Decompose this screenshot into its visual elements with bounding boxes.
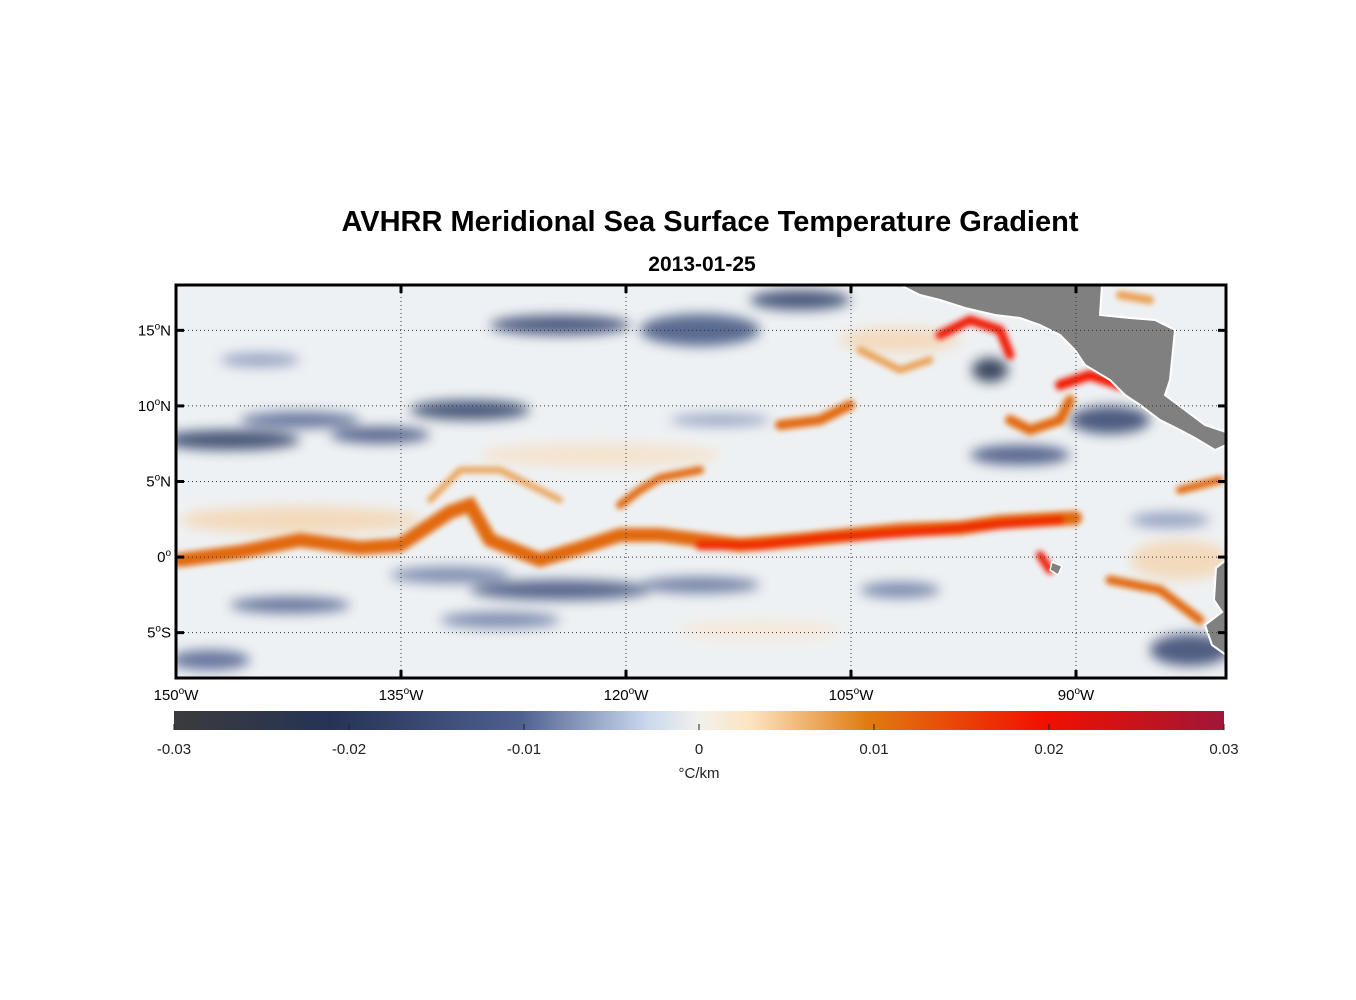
colorbar-tick-label: 0.02 [1034, 741, 1063, 758]
colorbar-tick-label: -0.01 [507, 741, 541, 758]
lon-tick-label: 150oW [154, 686, 200, 704]
chart-subtitle: 2013-01-25 [648, 253, 756, 276]
lat-tick-label: 10oN [138, 397, 171, 415]
colorbar-tick-label: -0.02 [332, 741, 366, 758]
colorbar-tick-label: 0 [695, 741, 703, 758]
lat-tick-label: 15oN [138, 321, 171, 339]
colorbar: -0.03 -0.02 -0.01 0 0.01 0.02 0.03 °C/km [157, 711, 1239, 782]
lon-tick-label: 105oW [829, 686, 875, 704]
lon-tick-label: 90oW [1058, 686, 1095, 704]
lon-tick-label: 135oW [379, 686, 425, 704]
colorbar-ramp [174, 711, 1224, 730]
latitude-labels: 15oN 10oN 5oN 0o 5oS [138, 321, 172, 641]
colorbar-tick-label: -0.03 [157, 741, 191, 758]
colorbar-tick-label: 0.01 [859, 741, 888, 758]
colorbar-ticks: -0.03 -0.02 -0.01 0 0.01 0.02 0.03 [157, 724, 1239, 758]
colorbar-tick-label: 0.03 [1209, 741, 1238, 758]
map-gridlines [176, 285, 1226, 678]
lat-tick-label: 0o [157, 548, 171, 566]
lon-tick-label: 120oW [604, 686, 650, 704]
map-tick-marks [174, 285, 1226, 678]
colorbar-unit: °C/km [679, 765, 720, 782]
longitude-labels: 150oW 135oW 120oW 105oW 90oW [154, 686, 1095, 704]
chart-title: AVHRR Meridional Sea Surface Temperature… [341, 206, 1079, 238]
lat-tick-label: 5oS [147, 624, 171, 642]
lat-tick-label: 5oN [146, 473, 171, 491]
